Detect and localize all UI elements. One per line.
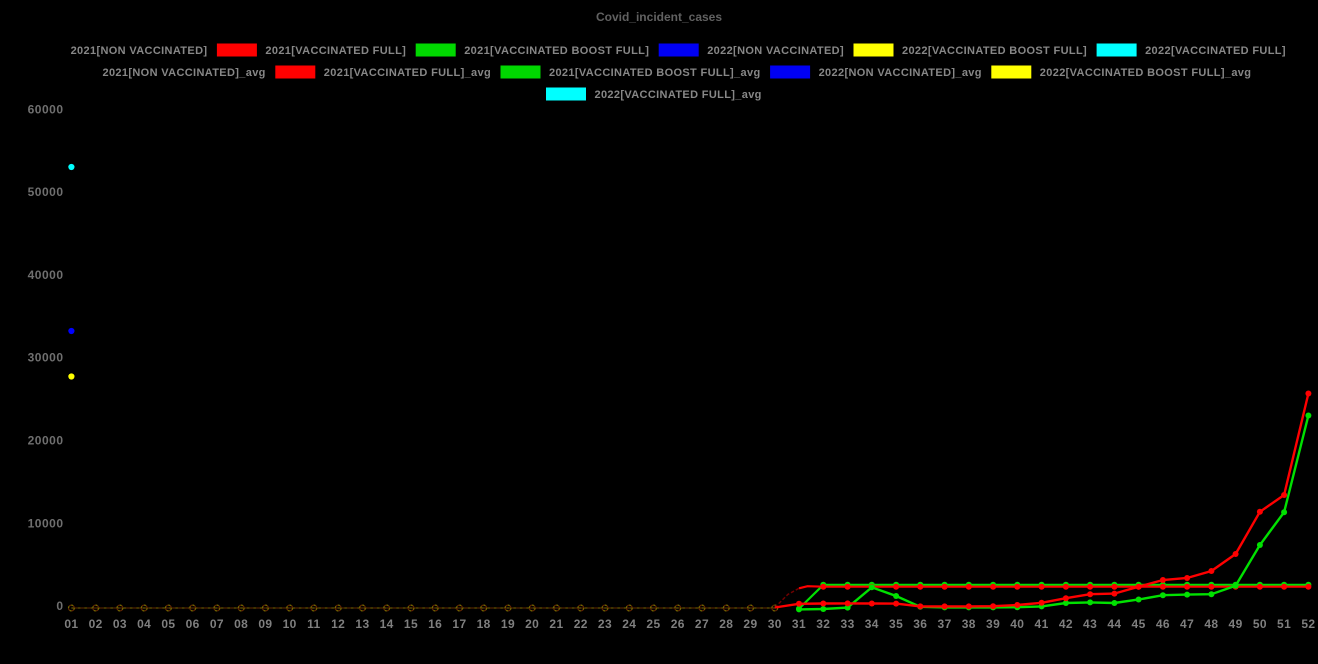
svg-text:41: 41	[1035, 617, 1049, 631]
svg-text:2021[NON VACCINATED]_avg: 2021[NON VACCINATED]_avg	[103, 67, 266, 79]
svg-text:34: 34	[865, 617, 879, 631]
svg-text:21: 21	[549, 617, 563, 631]
svg-text:2021[VACCINATED BOOST FULL]_av: 2021[VACCINATED BOOST FULL]_avg	[549, 67, 761, 79]
svg-text:52: 52	[1301, 617, 1315, 631]
svg-text:02: 02	[89, 617, 103, 631]
svg-text:16: 16	[428, 617, 442, 631]
svg-text:30000: 30000	[28, 351, 64, 365]
svg-text:0: 0	[56, 599, 63, 613]
svg-text:22: 22	[574, 617, 588, 631]
svg-text:15: 15	[404, 617, 418, 631]
svg-text:26: 26	[671, 617, 685, 631]
svg-text:48: 48	[1204, 617, 1218, 631]
svg-text:03: 03	[113, 617, 127, 631]
svg-text:33: 33	[841, 617, 855, 631]
svg-text:08: 08	[234, 617, 248, 631]
svg-text:2021[VACCINATED FULL]_avg: 2021[VACCINATED FULL]_avg	[324, 67, 491, 79]
svg-text:42: 42	[1059, 617, 1073, 631]
svg-text:50: 50	[1253, 617, 1267, 631]
svg-text:06: 06	[186, 617, 200, 631]
svg-text:43: 43	[1083, 617, 1097, 631]
svg-text:04: 04	[137, 617, 151, 631]
svg-text:51: 51	[1277, 617, 1291, 631]
svg-text:39: 39	[986, 617, 1000, 631]
svg-text:47: 47	[1180, 617, 1194, 631]
svg-text:2022[VACCINATED BOOST FULL]: 2022[VACCINATED BOOST FULL]	[902, 45, 1087, 57]
svg-text:2022[VACCINATED FULL]_avg: 2022[VACCINATED FULL]_avg	[595, 89, 762, 101]
svg-text:40000: 40000	[28, 268, 64, 282]
svg-text:13: 13	[355, 617, 369, 631]
svg-text:11: 11	[307, 617, 321, 631]
svg-text:12: 12	[331, 617, 345, 631]
svg-text:37: 37	[938, 617, 952, 631]
svg-text:2022[VACCINATED BOOST FULL]_av: 2022[VACCINATED BOOST FULL]_avg	[1040, 67, 1252, 79]
svg-text:2022[VACCINATED FULL]: 2022[VACCINATED FULL]	[1145, 45, 1286, 57]
svg-text:05: 05	[161, 617, 175, 631]
svg-text:18: 18	[477, 617, 491, 631]
svg-text:46: 46	[1156, 617, 1170, 631]
svg-text:28: 28	[719, 617, 733, 631]
svg-text:27: 27	[695, 617, 709, 631]
svg-text:29: 29	[743, 617, 757, 631]
svg-text:30: 30	[768, 617, 782, 631]
svg-text:17: 17	[452, 617, 466, 631]
svg-text:31: 31	[792, 617, 806, 631]
svg-text:2021[VACCINATED FULL]: 2021[VACCINATED FULL]	[265, 45, 406, 57]
svg-text:38: 38	[962, 617, 976, 631]
svg-text:36: 36	[913, 617, 927, 631]
svg-text:14: 14	[380, 617, 394, 631]
svg-text:2021[VACCINATED BOOST FULL]: 2021[VACCINATED BOOST FULL]	[464, 45, 649, 57]
svg-text:2022[NON VACCINATED]_avg: 2022[NON VACCINATED]_avg	[819, 67, 982, 79]
svg-text:Covid_incident_cases: Covid_incident_cases	[596, 10, 722, 24]
svg-text:01: 01	[64, 617, 78, 631]
svg-text:25: 25	[646, 617, 660, 631]
svg-text:35: 35	[889, 617, 903, 631]
svg-text:20: 20	[525, 617, 539, 631]
svg-text:45: 45	[1132, 617, 1146, 631]
svg-text:32: 32	[816, 617, 830, 631]
svg-text:49: 49	[1229, 617, 1243, 631]
svg-text:07: 07	[210, 617, 224, 631]
svg-text:10: 10	[283, 617, 297, 631]
svg-text:19: 19	[501, 617, 515, 631]
svg-text:50000: 50000	[28, 185, 64, 199]
svg-text:23: 23	[598, 617, 612, 631]
svg-text:60000: 60000	[28, 102, 64, 116]
svg-text:2022[NON VACCINATED]: 2022[NON VACCINATED]	[707, 45, 844, 57]
svg-text:09: 09	[258, 617, 272, 631]
svg-text:20000: 20000	[28, 434, 64, 448]
svg-text:10000: 10000	[28, 516, 64, 530]
svg-text:40: 40	[1010, 617, 1024, 631]
svg-text:24: 24	[622, 617, 636, 631]
svg-text:44: 44	[1107, 617, 1121, 631]
svg-text:2021[NON VACCINATED]: 2021[NON VACCINATED]	[71, 45, 208, 57]
